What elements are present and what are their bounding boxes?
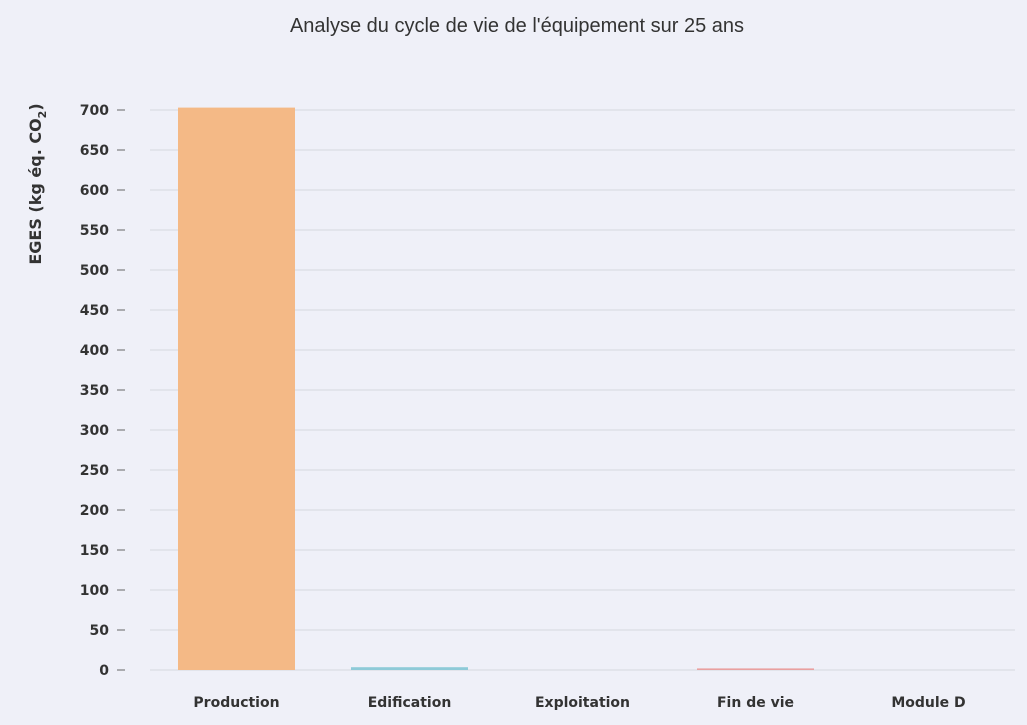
x-category-label: Production	[193, 695, 279, 711]
y-tick-label: 450	[80, 303, 109, 319]
y-tick-label: 250	[80, 463, 109, 479]
y-tick-label: 700	[80, 103, 109, 119]
y-axis-ticks: 0 50 100 150 200 250 300 350 400 450 500 550 600 650 7…	[80, 103, 125, 679]
x-category-label: Module D	[891, 695, 965, 711]
y-tick-label: 50	[90, 623, 110, 639]
x-axis-labels: Production Edification Exploitation Fin de …	[193, 695, 965, 711]
y-axis-title: EGES (kg éq. CO2)	[26, 103, 49, 264]
y-tick-label: 300	[80, 423, 109, 439]
x-category-label: Exploitation	[535, 695, 630, 711]
y-tick-label: 0	[99, 663, 109, 679]
bar-fin-de-vie	[697, 668, 814, 670]
y-tick-label: 650	[80, 143, 109, 159]
y-tick-label: 150	[80, 543, 109, 559]
y-axis-title-main: EGES (kg éq. CO	[26, 118, 45, 264]
y-axis-title-end: )	[26, 103, 45, 110]
y-tick-label: 600	[80, 183, 109, 199]
y-tick-label: 200	[80, 503, 109, 519]
bar-production	[178, 107, 295, 671]
bar-edification	[351, 667, 468, 670]
x-category-label: Edification	[368, 695, 452, 711]
y-tick-label: 550	[80, 223, 109, 239]
y-tick-label: 400	[80, 343, 109, 359]
y-tick-label: 100	[80, 583, 109, 599]
bars	[178, 107, 814, 671]
chart-title: Analyse du cycle de vie de l'équipement …	[290, 15, 744, 37]
x-category-label: Fin de vie	[717, 695, 794, 711]
y-axis-title-subscript: 2	[36, 111, 49, 119]
y-tick-label: 350	[80, 383, 109, 399]
y-tick-label: 500	[80, 263, 109, 279]
